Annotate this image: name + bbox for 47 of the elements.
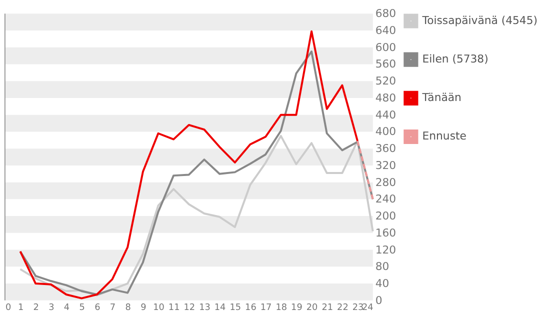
y-tick-label: 120 <box>375 243 396 256</box>
x-tick-label: 7 <box>110 302 116 313</box>
y-tick-label: 200 <box>375 210 396 223</box>
x-tick-label: 20 <box>306 302 318 313</box>
x-tick-label: 19 <box>291 302 303 313</box>
line-series <box>19 134 374 296</box>
x-tick-label: 18 <box>276 302 288 313</box>
x-tick-label: 8 <box>125 302 132 313</box>
y-tick-label: 560 <box>375 58 396 71</box>
x-tick-label: 21 <box>322 302 334 313</box>
x-tick-label: 10 <box>153 302 165 313</box>
x-tick-label: 16 <box>245 302 257 313</box>
x-tick-label: 4 <box>64 302 70 313</box>
y-tick-label: 80 <box>375 260 390 274</box>
y-tick-label: 320 <box>375 158 396 172</box>
y-tick-label: 600 <box>375 40 396 54</box>
x-tick-label: 3 <box>48 302 54 313</box>
x-tick-label: 13 <box>199 302 210 313</box>
y-tick-label: 40 <box>375 277 390 290</box>
x-tick-label: 0 <box>5 302 12 313</box>
y-tick-label: 440 <box>375 108 396 122</box>
y-tick-label: 400 <box>375 125 396 138</box>
y-tick-label: 680 <box>375 7 396 20</box>
x-tick-label: 1 <box>18 302 24 313</box>
legend-label: Tänään <box>421 91 462 104</box>
x-tick-label: 5 <box>79 302 85 313</box>
x-tick-label: 9 <box>140 302 147 313</box>
legend-label: Eilen (5738) <box>422 52 488 66</box>
x-tick-label: 2 <box>33 302 39 313</box>
x-tick-label: 11 <box>168 302 180 313</box>
x-tick-label: 15 <box>230 302 242 313</box>
x-tick-label: 24 <box>362 302 374 313</box>
x-tick-label: 6 <box>94 302 101 313</box>
y-tick-label: 640 <box>375 24 396 37</box>
x-tick-label: 12 <box>184 302 196 313</box>
x-tick-label: 17 <box>260 302 272 313</box>
y-tick-label: 360 <box>375 142 396 156</box>
legend-label: Toissapäivänä (4545) <box>421 14 538 27</box>
x-tick-label: 23 <box>352 302 364 313</box>
y-tick-label: 520 <box>375 74 396 88</box>
x-tick-label: 14 <box>214 302 226 313</box>
x-tick-label: 22 <box>337 302 348 313</box>
y-tick-label: 240 <box>375 192 396 206</box>
y-tick-label: 480 <box>375 91 396 104</box>
y-tick-label: 160 <box>375 226 396 240</box>
y-tick-label: 280 <box>375 176 396 189</box>
legend-label: Ennuste <box>422 130 467 143</box>
